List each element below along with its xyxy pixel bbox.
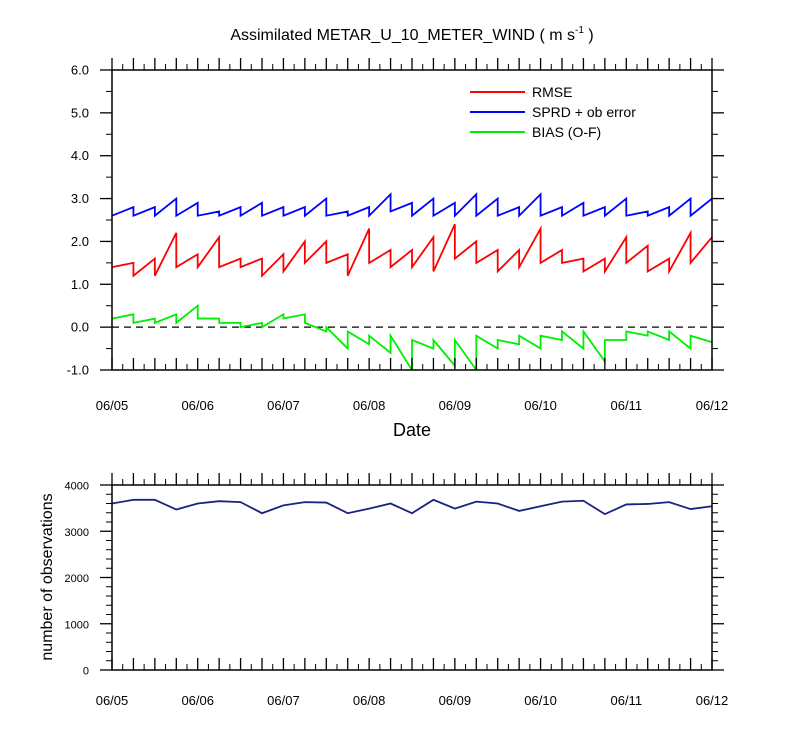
x-tick-label: 06/10 [524, 398, 557, 413]
y-tick-label: 5.0 [71, 105, 89, 120]
y-tick-label: -1.0 [67, 363, 89, 378]
legend-label-rmse: RMSE [532, 84, 572, 100]
x-tick-label: 06/07 [267, 693, 300, 708]
y-tick-label: 6.0 [71, 63, 89, 78]
legend-label-bias-o-f: BIAS (O-F) [532, 124, 601, 140]
y-tick-label: 4.0 [71, 148, 89, 163]
top-chart-title-unit-prefix: ( m s [539, 27, 575, 44]
top-series-group [112, 192, 712, 370]
series-line-observations [112, 498, 712, 516]
legend-label-sprd-ob-error: SPRD + ob error [532, 104, 636, 120]
y-tick-label: 0 [83, 666, 89, 678]
x-tick-label: 06/12 [696, 693, 729, 708]
x-tick-label: 06/10 [524, 693, 557, 708]
top-chart-title: Assimilated METAR_U_10_METER_WIND ( m s-… [230, 25, 593, 44]
y-tick-label: 0.0 [71, 320, 89, 335]
y-tick-label: 3.0 [71, 191, 89, 206]
series-line-rmse [112, 223, 712, 278]
series-line-sprd-ob-error [112, 192, 712, 218]
y-tick-label: 1.0 [71, 277, 89, 292]
y-tick-label: 3000 [65, 527, 89, 539]
x-tick-label: 06/09 [439, 398, 472, 413]
bottom-y-axis-label: number of observations [39, 493, 56, 660]
y-tick-label: 2000 [65, 573, 89, 585]
x-tick-label: 06/08 [353, 693, 386, 708]
x-tick-label: 06/06 [181, 398, 214, 413]
x-tick-label: 06/08 [353, 398, 386, 413]
x-tick-label: 06/09 [439, 693, 472, 708]
x-tick-label: 06/11 [610, 398, 642, 413]
series-line-bias-o-f [112, 303, 712, 370]
top-chart: Assimilated METAR_U_10_METER_WIND ( m s-… [67, 25, 729, 440]
top-chart-title-unit-suffix: ) [584, 27, 594, 44]
x-tick-label: 06/11 [610, 693, 642, 708]
y-tick-label: 4000 [65, 481, 89, 493]
top-x-axis-label: Date [393, 420, 431, 440]
x-tick-label: 06/12 [696, 398, 729, 413]
bottom-tick-group: 06/05 06/06 06/07 06/08 06/09 06/10 06/11 06/12… [65, 473, 729, 708]
bottom-series-group [112, 498, 712, 516]
top-tick-group: 06/05 06/06 06/07 06/08 06/09 06/10 06/11 06/12… [67, 58, 729, 413]
x-tick-label: 06/05 [96, 398, 129, 413]
x-tick-label: 06/07 [267, 398, 300, 413]
x-tick-label: 06/06 [181, 693, 214, 708]
y-tick-label: 1000 [65, 619, 89, 631]
top-chart-title-text: Assimilated METAR_U_10_METER_WIND [230, 27, 535, 44]
x-tick-label: 06/05 [96, 693, 129, 708]
top-chart-title-unit-superscript: -1 [575, 25, 584, 36]
bottom-chart: 06/05 06/06 06/07 06/08 06/09 06/10 06/11 06/12… [39, 473, 728, 708]
y-tick-label: 2.0 [71, 234, 89, 249]
top-legend: RMSE SPRD + ob error BIAS (O-F) [470, 84, 636, 140]
